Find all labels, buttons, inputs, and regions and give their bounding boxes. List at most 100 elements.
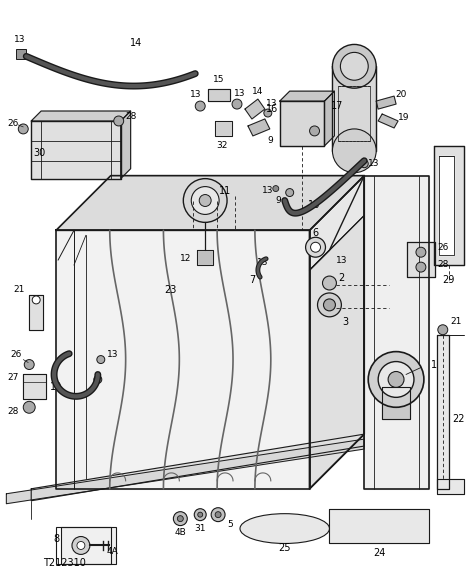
Text: 23: 23 bbox=[164, 285, 177, 295]
Text: 16: 16 bbox=[265, 104, 278, 114]
Circle shape bbox=[416, 247, 426, 257]
Polygon shape bbox=[56, 176, 364, 230]
Circle shape bbox=[310, 242, 320, 252]
Circle shape bbox=[97, 356, 105, 363]
Circle shape bbox=[183, 179, 227, 222]
Text: 13: 13 bbox=[190, 89, 201, 99]
Text: 14: 14 bbox=[252, 87, 264, 96]
Polygon shape bbox=[31, 121, 121, 179]
Text: 3: 3 bbox=[342, 317, 348, 327]
Text: 27: 27 bbox=[8, 373, 19, 382]
Ellipse shape bbox=[240, 513, 329, 543]
Text: 13: 13 bbox=[336, 256, 347, 265]
Text: 14: 14 bbox=[129, 38, 142, 49]
Circle shape bbox=[332, 129, 376, 172]
Text: 28: 28 bbox=[125, 112, 137, 121]
Polygon shape bbox=[376, 96, 396, 109]
Circle shape bbox=[360, 160, 368, 168]
Text: 17: 17 bbox=[331, 101, 344, 111]
Polygon shape bbox=[329, 509, 429, 543]
Circle shape bbox=[416, 262, 426, 272]
Text: 13: 13 bbox=[266, 99, 278, 108]
Polygon shape bbox=[208, 89, 230, 101]
Polygon shape bbox=[382, 387, 410, 419]
Circle shape bbox=[199, 195, 211, 206]
Circle shape bbox=[177, 516, 183, 521]
Polygon shape bbox=[310, 215, 364, 489]
Text: 4A: 4A bbox=[107, 547, 118, 556]
Circle shape bbox=[378, 362, 414, 397]
Circle shape bbox=[72, 536, 90, 555]
Polygon shape bbox=[364, 176, 429, 489]
Polygon shape bbox=[434, 146, 464, 265]
Circle shape bbox=[173, 512, 187, 525]
Circle shape bbox=[310, 126, 319, 136]
Polygon shape bbox=[245, 99, 265, 119]
Circle shape bbox=[232, 99, 242, 109]
Polygon shape bbox=[23, 375, 46, 399]
Text: 24: 24 bbox=[373, 548, 385, 559]
Text: 11: 11 bbox=[219, 186, 231, 195]
Circle shape bbox=[306, 237, 326, 257]
Circle shape bbox=[211, 508, 225, 521]
Polygon shape bbox=[280, 101, 325, 146]
Text: 21: 21 bbox=[450, 317, 461, 326]
Text: T212310: T212310 bbox=[43, 559, 86, 568]
Text: 9: 9 bbox=[267, 136, 273, 146]
Text: 8: 8 bbox=[53, 533, 59, 544]
Circle shape bbox=[94, 375, 102, 383]
Circle shape bbox=[322, 276, 337, 290]
Circle shape bbox=[264, 109, 272, 117]
Polygon shape bbox=[121, 111, 131, 179]
Text: 18: 18 bbox=[309, 201, 321, 210]
Circle shape bbox=[388, 371, 404, 387]
Polygon shape bbox=[437, 335, 449, 489]
Circle shape bbox=[18, 124, 28, 134]
Text: 13: 13 bbox=[368, 159, 380, 168]
Text: 7: 7 bbox=[249, 275, 255, 285]
Text: 26: 26 bbox=[437, 243, 448, 252]
Text: 13: 13 bbox=[234, 89, 246, 97]
Text: 30: 30 bbox=[33, 148, 46, 158]
Circle shape bbox=[195, 101, 205, 111]
Text: 32: 32 bbox=[217, 142, 228, 150]
Text: 10: 10 bbox=[50, 382, 62, 393]
Text: 13: 13 bbox=[257, 258, 269, 266]
Polygon shape bbox=[437, 479, 464, 494]
Polygon shape bbox=[6, 439, 364, 504]
Text: 13: 13 bbox=[14, 35, 25, 44]
Polygon shape bbox=[29, 295, 43, 329]
Circle shape bbox=[340, 52, 368, 80]
Text: 13: 13 bbox=[107, 350, 118, 359]
Circle shape bbox=[318, 293, 341, 317]
Polygon shape bbox=[407, 242, 435, 277]
Circle shape bbox=[273, 186, 279, 191]
Polygon shape bbox=[197, 250, 213, 265]
Text: 1: 1 bbox=[431, 359, 437, 370]
Circle shape bbox=[77, 541, 85, 550]
Circle shape bbox=[438, 325, 448, 335]
Polygon shape bbox=[31, 434, 364, 501]
Polygon shape bbox=[325, 91, 335, 146]
Bar bbox=[16, 49, 26, 60]
Polygon shape bbox=[280, 91, 335, 101]
Circle shape bbox=[32, 296, 40, 304]
Text: 21: 21 bbox=[14, 285, 25, 295]
Bar bbox=[56, 527, 111, 564]
Text: 2: 2 bbox=[338, 273, 345, 283]
Text: 20: 20 bbox=[395, 89, 407, 99]
Polygon shape bbox=[56, 230, 310, 489]
Polygon shape bbox=[215, 121, 232, 136]
Circle shape bbox=[368, 352, 424, 407]
Text: 29: 29 bbox=[443, 275, 455, 285]
Text: 12: 12 bbox=[180, 254, 191, 262]
Circle shape bbox=[286, 189, 294, 197]
Text: 13: 13 bbox=[262, 186, 273, 195]
Circle shape bbox=[24, 360, 34, 370]
Bar bbox=[61, 527, 116, 564]
Polygon shape bbox=[439, 156, 454, 255]
Text: 19: 19 bbox=[398, 113, 410, 123]
Circle shape bbox=[194, 509, 206, 521]
Text: 26: 26 bbox=[10, 350, 22, 359]
Text: 28: 28 bbox=[437, 260, 448, 269]
